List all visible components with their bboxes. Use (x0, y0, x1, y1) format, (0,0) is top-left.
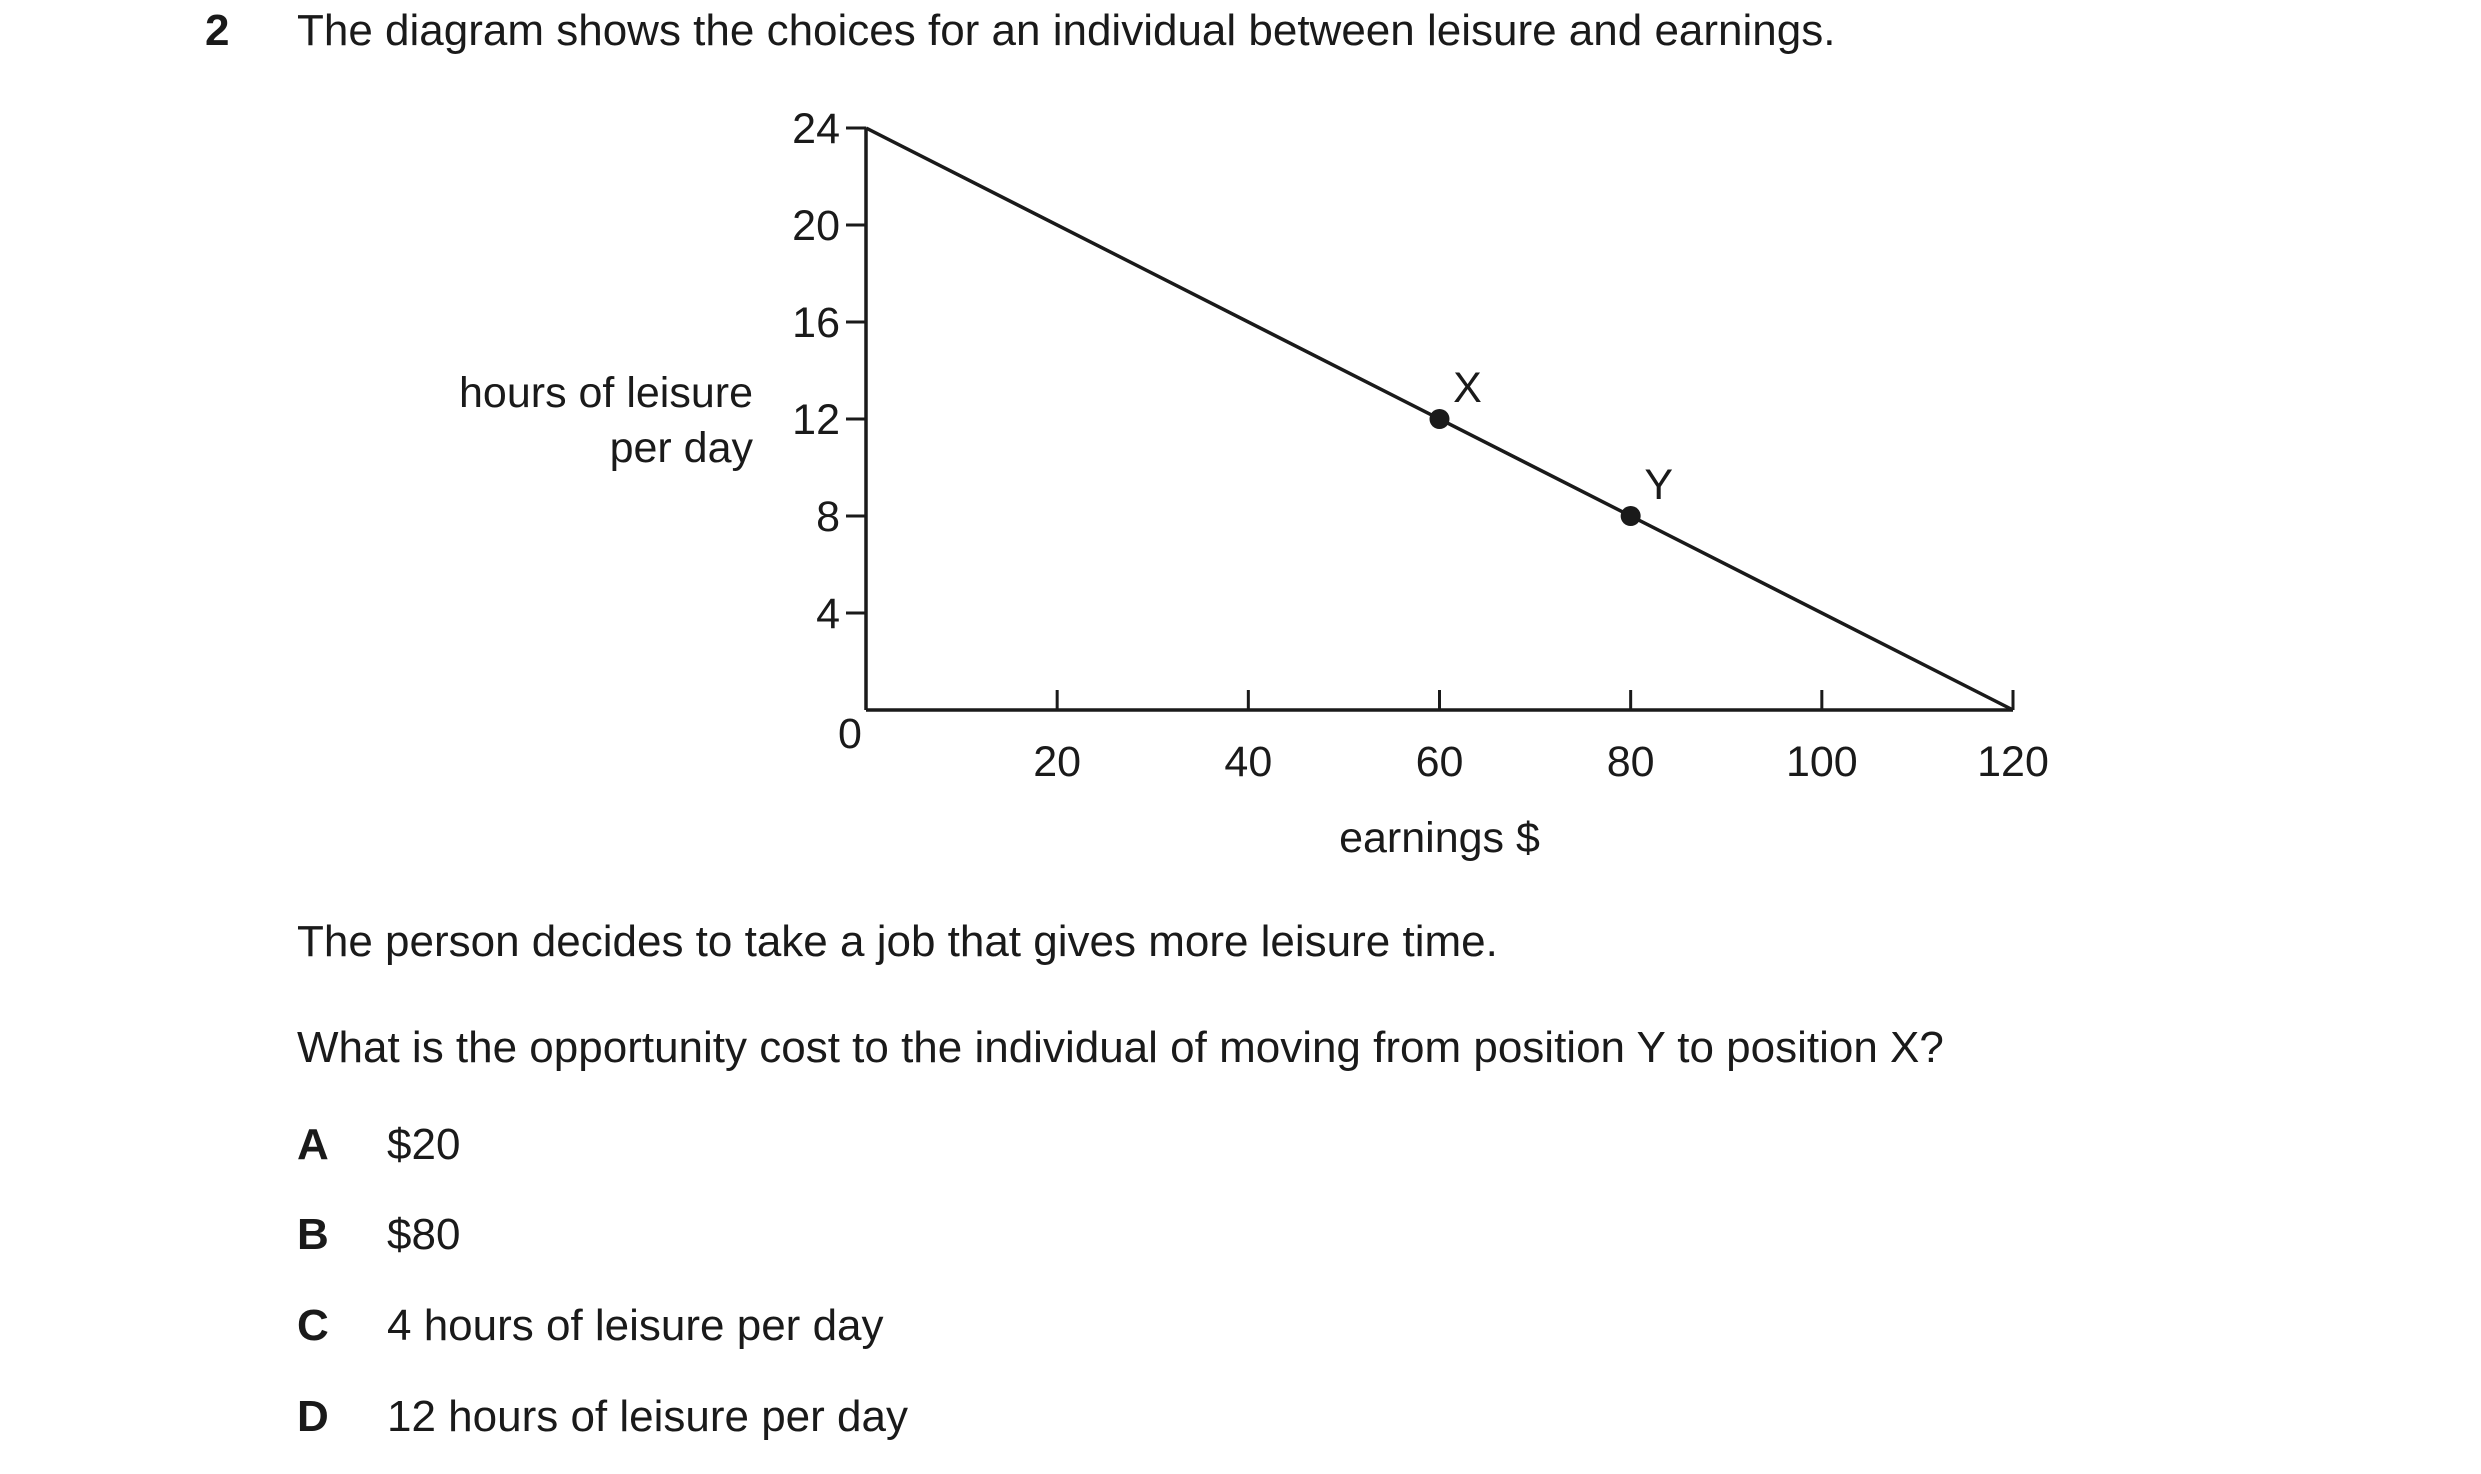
option-b-letter: B (297, 1210, 329, 1259)
y-tick-label-12: 12 (792, 396, 840, 444)
option-d-text[interactable]: 12 hours of leisure per day (387, 1392, 908, 1441)
point-label-y: Y (1644, 461, 1673, 509)
option-c-text[interactable]: 4 hours of leisure per day (387, 1301, 884, 1350)
x-tick-label-40: 40 (1224, 738, 1272, 786)
option-d-letter: D (297, 1392, 329, 1441)
point-y (1620, 506, 1641, 526)
option-a-letter: A (297, 1120, 329, 1169)
x-tick-label-60: 60 (1416, 738, 1464, 786)
x-tick-label-100: 100 (1786, 738, 1858, 786)
leisure-earnings-chart: 4 8 12 16 20 24 20 40 60 80 100 120 0 earnings $ X Y (792, 105, 2049, 862)
question-number: 2 (205, 6, 230, 55)
y-tick-label-16: 16 (792, 299, 840, 347)
point-x (1429, 409, 1450, 429)
y-axis-label-line-1: hours of leisure (459, 369, 753, 417)
y-axis-label: hours of leisure per day (459, 366, 753, 476)
x-tick-label-120: 120 (1977, 738, 2049, 786)
point-label-x: X (1453, 364, 1482, 412)
x-axis-label: earnings $ (1339, 814, 1540, 862)
option-b-text[interactable]: $80 (387, 1210, 461, 1259)
x-tick-label-20: 20 (1033, 738, 1081, 786)
option-c-letter: C (297, 1301, 329, 1350)
y-tick-label-4: 4 (816, 590, 840, 638)
x-tick-label-80: 80 (1607, 738, 1655, 786)
origin-label: 0 (838, 710, 862, 758)
y-tick-label-20: 20 (792, 202, 840, 250)
question-statement: The person decides to take a job that gi… (297, 917, 1498, 966)
question-prompt: What is the opportunity cost to the indi… (297, 1023, 1944, 1072)
y-tick-label-8: 8 (816, 493, 840, 541)
option-a-text[interactable]: $20 (387, 1120, 461, 1169)
question-stem: The diagram shows the choices for an ind… (297, 6, 1836, 55)
y-axis-label-line-2: per day (609, 424, 753, 472)
y-tick-label-24: 24 (792, 105, 840, 153)
